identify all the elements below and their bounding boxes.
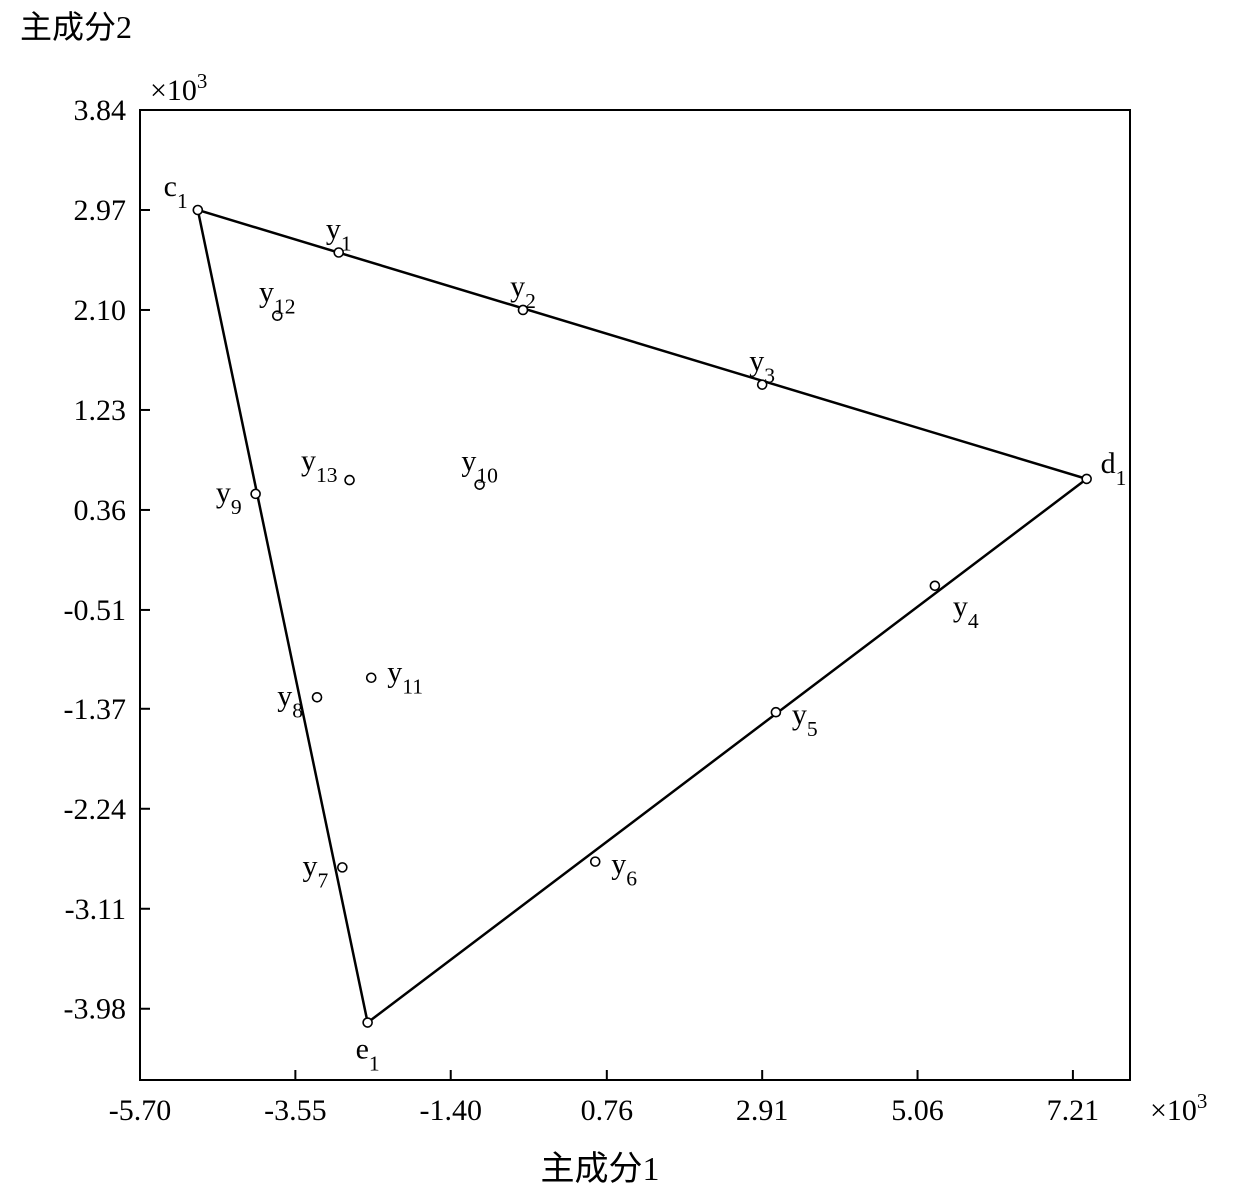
x-tick-label: -5.70 bbox=[109, 1094, 172, 1127]
data-point-y5 bbox=[771, 708, 780, 717]
data-point-y7 bbox=[338, 863, 347, 872]
x-tick-label: 0.76 bbox=[581, 1094, 634, 1127]
point-label-y6: y6 bbox=[611, 848, 637, 891]
y-tick-label: 1.23 bbox=[74, 394, 127, 427]
y-tick-label: 3.84 bbox=[74, 94, 127, 127]
data-point-e1 bbox=[363, 1018, 372, 1027]
x-tick-label: 7.21 bbox=[1047, 1094, 1100, 1127]
x-tick-label: -1.40 bbox=[419, 1094, 482, 1127]
x-exponent-label: ×103 bbox=[1150, 1089, 1207, 1127]
data-point-y8 bbox=[313, 693, 322, 702]
y-tick-label: -3.98 bbox=[64, 993, 127, 1026]
point-label-d1: d1 bbox=[1101, 447, 1127, 490]
data-point-y6 bbox=[591, 857, 600, 866]
y-tick-label: 2.97 bbox=[74, 194, 127, 227]
y-tick-label: 2.10 bbox=[74, 294, 127, 327]
y-tick-label: -1.37 bbox=[64, 693, 127, 726]
x-tick-label: -3.55 bbox=[264, 1094, 327, 1127]
point-label-y9: y9 bbox=[216, 476, 242, 519]
y-tick-label: -3.11 bbox=[65, 893, 126, 926]
y-exponent-label: ×103 bbox=[150, 69, 207, 107]
y-tick-label: -0.51 bbox=[64, 594, 127, 627]
point-label-y7: y7 bbox=[303, 849, 329, 892]
plot-border bbox=[140, 110, 1130, 1080]
point-label-y4: y4 bbox=[953, 590, 979, 633]
data-point-y13 bbox=[345, 476, 354, 485]
y-tick-label: 0.36 bbox=[74, 494, 127, 527]
y-axis-title: 主成分2 bbox=[20, 9, 132, 45]
point-label-e1: e1 bbox=[356, 1033, 380, 1076]
data-point-y4 bbox=[930, 581, 939, 590]
point-label-y13: y13 bbox=[301, 444, 338, 487]
point-label-c1: c1 bbox=[164, 170, 188, 213]
point-label-y8: y8 bbox=[277, 679, 303, 722]
point-label-y11: y11 bbox=[387, 656, 423, 699]
chart-svg: 主成分2 ×103 ×103 -5.70 -3.55 -1.40 0.76 2.91 5.06 7… bbox=[0, 0, 1240, 1198]
data-point-y9 bbox=[251, 489, 260, 498]
x-axis-title: 主成分1 bbox=[541, 1150, 660, 1188]
x-tick-label: 2.91 bbox=[736, 1094, 789, 1127]
point-label-y10: y10 bbox=[461, 445, 498, 488]
pca-scatter-chart: 主成分2 ×103 ×103 -5.70 -3.55 -1.40 0.76 2.91 5.06 7… bbox=[0, 0, 1240, 1198]
x-tick-label: 5.06 bbox=[891, 1094, 944, 1127]
point-label-y5: y5 bbox=[792, 698, 818, 741]
data-point-y11 bbox=[367, 673, 376, 682]
data-point-d1 bbox=[1082, 474, 1091, 483]
point-label-y12: y12 bbox=[259, 276, 296, 319]
data-point-c1 bbox=[193, 205, 202, 214]
y-tick-label: -2.24 bbox=[64, 793, 127, 826]
